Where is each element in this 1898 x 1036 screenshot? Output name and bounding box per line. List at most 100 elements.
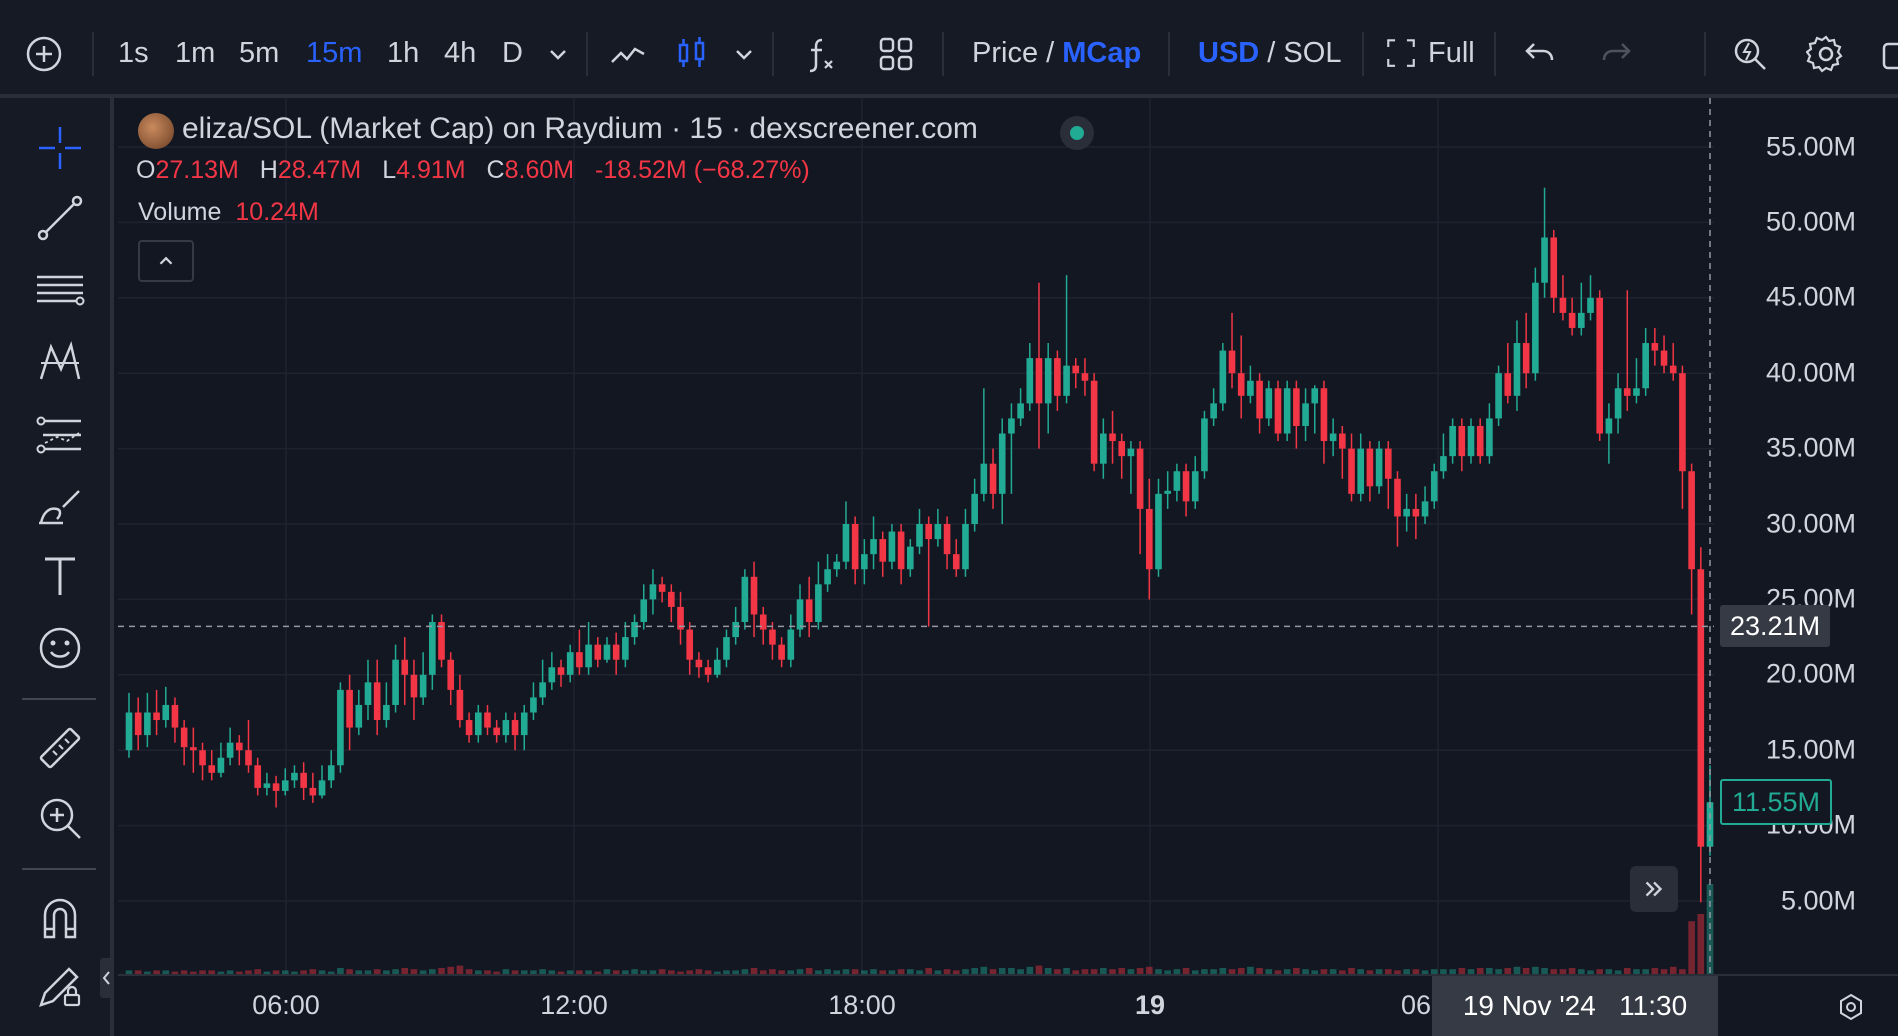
chart-type-chevron-icon[interactable] [720,30,768,78]
candle-body [943,524,951,555]
interval-1s[interactable]: 1s [118,36,149,69]
time-label-day: 19 [1134,990,1166,1020]
volume-bar [1339,970,1346,974]
fib-retracement-icon[interactable] [30,260,90,320]
candle-body [906,546,914,570]
volume-bar [622,970,629,974]
volume-bar [998,968,1006,974]
toolbar-divider [1362,32,1364,76]
volume-bar [1384,969,1392,974]
interval-dropdown-chevron-icon[interactable] [534,30,582,78]
low-value: 4.91M [396,156,466,184]
candlestick-chart-icon[interactable] [668,30,716,78]
indicators-fx-icon[interactable] [796,30,844,78]
trend-line-icon[interactable] [30,188,90,248]
volume-bar [190,971,197,974]
volume-bar [254,969,261,974]
lock-drawings-icon[interactable] [30,956,90,1016]
volume-bar [1182,968,1190,974]
interval-5m[interactable]: 5m [239,36,280,69]
interval-15m[interactable]: 15m [306,36,363,69]
volume-bar [1421,970,1429,974]
candle-body [640,599,648,623]
candle-body [1449,425,1456,457]
time-axis[interactable]: 06:00 12:00 18:00 19 06 [118,974,1898,1036]
interval-4h[interactable]: 4h [444,36,477,69]
candle-body [1384,448,1392,479]
volume-bar [1706,884,1714,974]
toolbar-divider [942,32,944,76]
candle-body [226,742,234,758]
candle-body [1605,418,1613,434]
volume-bar [1578,969,1585,974]
candle-body [1504,373,1512,396]
drawing-toolbar [0,98,114,1036]
candle-body [530,697,537,713]
redo-icon[interactable] [1592,30,1640,78]
usd-sol-toggle[interactable]: USD / SOL [1198,30,1341,76]
candle-body [962,524,969,570]
volume-bar [217,971,225,974]
volume-bar [1596,969,1604,974]
volume-bar [971,968,978,974]
layout-grid-icon[interactable] [872,30,920,78]
volume-bar [1440,969,1447,974]
toolbar-divider [22,868,96,870]
candle-body [1329,433,1337,442]
emoji-icon[interactable] [30,618,90,678]
interval-d[interactable]: D [502,36,523,69]
volume-bar [1587,970,1594,974]
candle-body [622,637,629,660]
price-label: 45.00M [1765,281,1856,312]
collapse-legend-button[interactable] [138,240,194,282]
volume-bar [1219,968,1227,974]
volume-bar [318,970,326,974]
forecast-tool-icon[interactable] [30,404,90,464]
candle-body [1311,388,1319,404]
interval-1m[interactable]: 1m [175,36,216,69]
candle-body [309,787,317,796]
candle-body [585,644,592,668]
volume-readout: Volume 10.24M [138,198,319,227]
settings-gear-icon[interactable] [1802,30,1850,78]
chart-settings-icon[interactable] [1836,992,1866,1022]
add-symbol-icon[interactable] [20,30,68,78]
price-chart[interactable] [118,98,1714,974]
candle-body [1660,350,1668,366]
open-key: O [136,156,156,184]
candle-body [235,742,243,751]
candle-body [401,659,409,675]
quick-search-icon[interactable] [1726,30,1774,78]
candle-body [1136,448,1144,509]
volume-bar [805,968,813,974]
brush-icon[interactable] [30,476,90,536]
crosshair-cursor-icon[interactable] [30,118,90,178]
candle-body [1394,478,1401,517]
toolbar-divider [1494,32,1496,76]
zoom-in-icon[interactable] [30,788,90,848]
fullscreen-button[interactable]: Full [1384,30,1475,76]
candle-body [1476,425,1484,457]
interval-1h[interactable]: 1h [387,36,420,69]
candle-body [1008,418,1015,434]
candle-body [1403,508,1410,517]
volume-bar [1449,969,1456,974]
line-chart-icon[interactable] [604,30,652,78]
price-axis[interactable]: 55.00M 50.00M 45.00M 40.00M 35.00M 30.00… [1714,98,1898,974]
candle-body [1421,501,1429,517]
ruler-measure-icon[interactable] [30,718,90,778]
candle-body [1688,471,1695,570]
price-mcap-toggle[interactable]: Price / MCap [972,30,1141,76]
slash: / [1267,36,1276,69]
snapshot-camera-icon[interactable] [1876,30,1898,78]
scroll-to-realtime-button[interactable] [1630,866,1678,912]
pattern-tool-icon[interactable] [30,332,90,392]
text-tool-icon[interactable] [30,546,90,606]
volume-bar [401,968,409,974]
undo-icon[interactable] [1516,30,1564,78]
time-label: 18:00 [828,990,896,1020]
volume-bar [649,970,657,974]
magnet-icon[interactable] [30,888,90,948]
volume-bar [1228,969,1236,974]
collapse-toolbar-handle[interactable] [100,958,114,998]
